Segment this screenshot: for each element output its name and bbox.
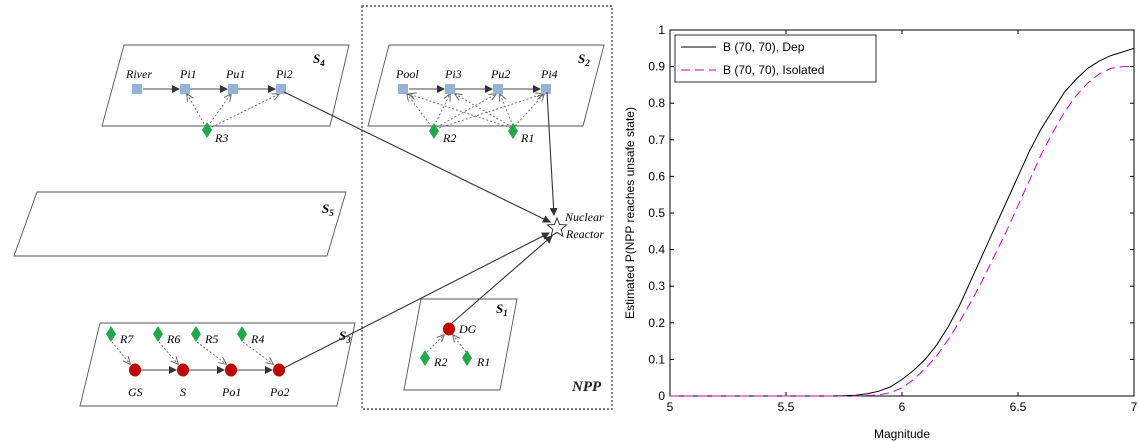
- y-tick-label: 0.1: [648, 352, 665, 366]
- series-line-dep: [670, 47, 1135, 397]
- s3-edges: [111, 341, 273, 374]
- y-tick-label: 0.4: [648, 243, 665, 257]
- diesel-generator-dg-node: [443, 322, 455, 336]
- pi4-label: Pi4: [540, 67, 558, 81]
- x-tick-label: 5.5: [778, 400, 795, 414]
- y-tick-label: 0: [658, 389, 665, 403]
- reactor-label-line1: Nuclear: [564, 210, 604, 224]
- s2-edges: [407, 85, 544, 129]
- pipe-pi3-node: [445, 84, 455, 94]
- resource-r4-node: [237, 326, 247, 342]
- pi2-label: Pi2: [275, 67, 293, 81]
- r3-label: R3: [214, 131, 228, 145]
- x-tick-label: 7: [1131, 400, 1138, 414]
- chart-plot-area: [669, 29, 1135, 397]
- po2-label: Po2: [269, 385, 289, 399]
- legend-box: [674, 34, 877, 83]
- r1-label-s1: R1: [476, 355, 490, 369]
- nuclear-reactor-star-icon: [546, 216, 568, 238]
- s4-edges: [143, 85, 279, 128]
- chart-series-group: [670, 47, 1135, 397]
- y-tick-label: 1: [658, 23, 665, 37]
- po1-node: [225, 363, 237, 377]
- reactor-edges: [283, 91, 558, 369]
- pi3-label: Pi3: [444, 67, 462, 81]
- pi1-label: Pi1: [179, 67, 197, 81]
- resource-r5-node: [191, 326, 201, 342]
- dg-label: DG: [458, 322, 477, 336]
- resource-r1-node-s2: [508, 123, 518, 139]
- series-line-isolated: [670, 66, 1134, 397]
- npp-boundary: [361, 5, 613, 410]
- po2-node: [273, 363, 285, 377]
- r6-label: R6: [166, 332, 180, 346]
- r5-label: R5: [204, 332, 218, 346]
- r7-label: R7: [119, 332, 134, 346]
- chart-legend: B (70, 70), Dep B (70, 70), Isolated: [674, 34, 877, 83]
- chart-y-axis-label: Estimated P(NPP reaches unsafe state): [623, 107, 637, 319]
- y-tick-label: 0.5: [648, 206, 665, 220]
- gs-node: [129, 363, 141, 377]
- subsystem-label-s1: S1: [496, 301, 508, 318]
- pu2-label: Pu2: [490, 67, 510, 81]
- pu1-label: Pu1: [225, 67, 245, 81]
- pipe-pi2-node: [276, 84, 286, 94]
- x-tick-label: 5: [667, 400, 674, 414]
- x-tick-label: 6: [899, 400, 906, 414]
- npp-label: NPP: [571, 379, 602, 395]
- pool-node: [398, 84, 408, 94]
- y-tick-label: 0.7: [648, 133, 665, 147]
- po1-label: Po1: [221, 385, 241, 399]
- pump-pu1-node: [228, 84, 238, 94]
- subsystem-plane-s3: [79, 322, 356, 407]
- legend-label-dep: B (70, 70), Dep: [723, 40, 805, 54]
- y-tick-label: 0.6: [648, 169, 665, 183]
- x-tick-label: 6.5: [1010, 400, 1027, 414]
- pool-label: Pool: [395, 67, 419, 81]
- substation-s-node: [177, 363, 189, 377]
- pipe-pi1-node: [180, 84, 190, 94]
- dependency-diagram: NPP S4 S2 S5 S3 S1 River Pi1 Pu1 Pi2: [13, 5, 613, 410]
- subsystem-plane-s5: [13, 191, 347, 257]
- resource-r7-node: [106, 326, 116, 342]
- y-tick-label: 0.2: [648, 316, 665, 330]
- resource-r1-node-s1: [462, 350, 472, 366]
- s1-edges: [426, 335, 467, 353]
- gs-label: GS: [128, 385, 143, 399]
- y-tick-label: 0.3: [648, 279, 665, 293]
- r2-label-s1: R2: [433, 355, 447, 369]
- resource-r6-node: [153, 326, 163, 342]
- resource-r3-node: [202, 122, 212, 138]
- probability-chart: 5 5.5 6 6.5 7 0 0.1 0.2 0.3 0.4 0.5 0.6 0.7 0.8 0.9 1 M…: [623, 23, 1138, 441]
- pipe-pi4-node: [541, 84, 551, 94]
- subsystem-label-s4: S4: [313, 51, 325, 68]
- legend-label-isolated: B (70, 70), Isolated: [723, 63, 824, 77]
- r4-label: R4: [250, 332, 264, 346]
- r1-label-s2: R1: [520, 131, 534, 145]
- y-tick-label: 0.8: [648, 96, 665, 110]
- y-tick-label: 0.9: [648, 60, 665, 74]
- s-label: S: [180, 385, 186, 399]
- river-label: River: [125, 67, 152, 81]
- river-node: [132, 84, 142, 94]
- subsystem-label-s2: S2: [578, 51, 590, 68]
- resource-r2-node-s1: [420, 350, 430, 366]
- r2-label-s2: R2: [442, 131, 456, 145]
- resource-r2-node-s2: [429, 123, 439, 139]
- chart-ticks: 5 5.5 6 6.5 7 0 0.1 0.2 0.3 0.4 0.5 0.6 0.7 0.8 0.9 1: [648, 23, 1137, 414]
- chart-x-axis-label: Magnitude: [874, 427, 930, 441]
- reactor-label-line2: Reactor: [565, 227, 604, 241]
- pump-pu2-node: [493, 84, 503, 94]
- subsystem-label-s5: S5: [322, 201, 334, 218]
- subsystem-label-s3: S3: [339, 328, 351, 345]
